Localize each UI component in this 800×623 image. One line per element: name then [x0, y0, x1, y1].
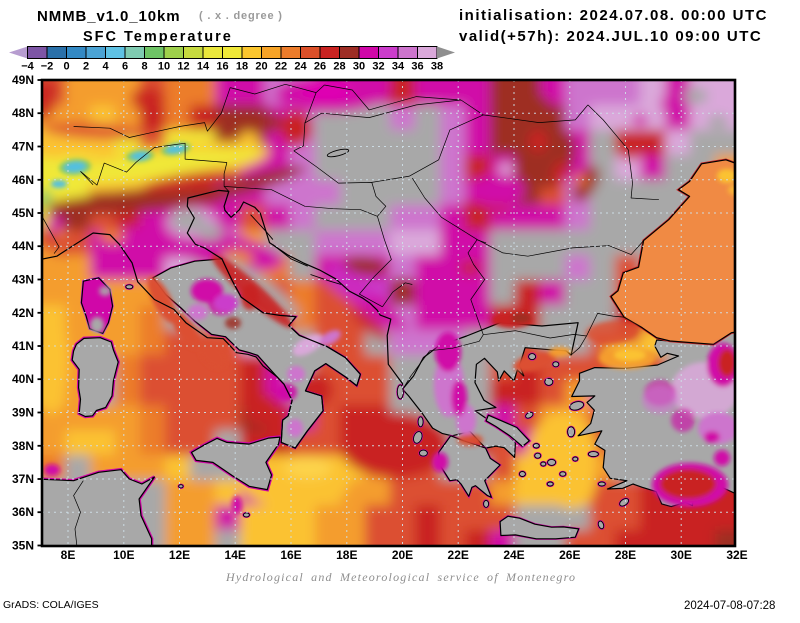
svg-text:48N: 48N: [12, 106, 34, 120]
svg-text:37N: 37N: [12, 472, 34, 486]
svg-text:NMMB_v1.0_10km: NMMB_v1.0_10km: [37, 8, 181, 25]
svg-text:47N: 47N: [12, 140, 34, 154]
svg-text:4: 4: [102, 61, 109, 73]
svg-text:44N: 44N: [12, 239, 34, 253]
svg-text:GrADS: COLA/IGES: GrADS: COLA/IGES: [3, 599, 99, 611]
svg-text:22: 22: [275, 61, 287, 73]
svg-text:45N: 45N: [12, 206, 34, 220]
svg-text:39N: 39N: [12, 406, 34, 420]
svg-text:28: 28: [333, 61, 345, 73]
svg-text:12: 12: [177, 61, 189, 73]
svg-text:46N: 46N: [12, 173, 34, 187]
svg-text:32E: 32E: [726, 548, 747, 562]
svg-text:16: 16: [216, 61, 228, 73]
svg-text:38N: 38N: [12, 439, 34, 453]
svg-text:6: 6: [122, 61, 128, 73]
svg-text:−2: −2: [41, 61, 54, 73]
svg-text:0: 0: [63, 61, 69, 73]
svg-text:18E: 18E: [336, 548, 357, 562]
svg-text:valid(+57h): 2024.JUL.10 09:00: valid(+57h): 2024.JUL.10 09:00 UTC: [459, 28, 762, 45]
svg-text:initialisation: 2024.07.08. 00: initialisation: 2024.07.08. 00:00 UTC: [459, 7, 768, 24]
svg-text:22E: 22E: [448, 548, 469, 562]
svg-text:24: 24: [294, 61, 307, 73]
svg-text:24E: 24E: [503, 548, 524, 562]
svg-text:16E: 16E: [280, 548, 301, 562]
svg-text:Hydrological and Meteorologica: Hydrological and Meteorological service …: [225, 570, 576, 584]
svg-text:14E: 14E: [225, 548, 246, 562]
svg-text:36: 36: [411, 61, 423, 73]
svg-text:26E: 26E: [559, 548, 580, 562]
svg-text:28E: 28E: [615, 548, 636, 562]
svg-text:35N: 35N: [12, 539, 34, 553]
svg-text:32: 32: [372, 61, 384, 73]
svg-text:( . x . degree ): ( . x . degree ): [199, 10, 283, 22]
svg-text:14: 14: [197, 61, 210, 73]
svg-text:30: 30: [353, 61, 365, 73]
svg-text:8E: 8E: [61, 548, 76, 562]
svg-text:42N: 42N: [12, 306, 34, 320]
svg-text:20: 20: [255, 61, 267, 73]
svg-text:10E: 10E: [113, 548, 134, 562]
svg-text:2: 2: [83, 61, 89, 73]
svg-text:SFC Temperature: SFC Temperature: [83, 29, 233, 45]
svg-text:43N: 43N: [12, 273, 34, 287]
svg-text:41N: 41N: [12, 339, 34, 353]
svg-text:36N: 36N: [12, 505, 34, 519]
svg-text:8: 8: [141, 61, 147, 73]
svg-text:−4: −4: [21, 61, 34, 73]
svg-text:2024-07-08-07:28: 2024-07-08-07:28: [684, 600, 775, 612]
svg-text:10: 10: [158, 61, 170, 73]
svg-text:18: 18: [236, 61, 248, 73]
svg-text:34: 34: [392, 61, 405, 73]
svg-text:49N: 49N: [12, 73, 34, 87]
svg-text:40N: 40N: [12, 372, 34, 386]
svg-text:38: 38: [431, 61, 443, 73]
svg-text:30E: 30E: [671, 548, 692, 562]
svg-text:26: 26: [314, 61, 326, 73]
svg-text:12E: 12E: [169, 548, 190, 562]
svg-text:20E: 20E: [392, 548, 413, 562]
